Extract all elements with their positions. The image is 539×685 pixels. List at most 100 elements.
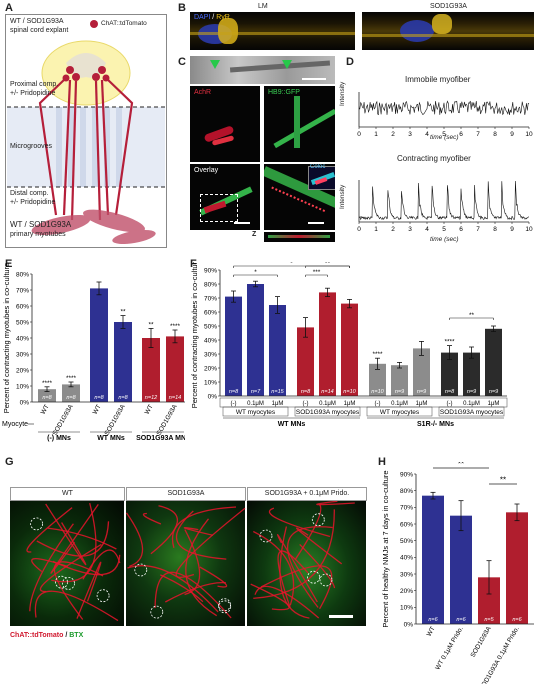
axon-path <box>76 561 102 619</box>
axon-path <box>142 512 162 525</box>
x-category-label: 1μM <box>416 401 428 407</box>
panel-label-c: C <box>178 56 186 68</box>
significance-label: **** <box>372 351 383 358</box>
n-label: n=8 <box>42 395 52 401</box>
micrograph-b-sod <box>362 12 534 50</box>
axon-path <box>184 529 201 596</box>
trace-tick-label: 6 <box>459 226 463 233</box>
panel-label-e: E <box>5 258 13 270</box>
axon-path <box>53 561 104 620</box>
y-tick-label: 80% <box>204 281 217 288</box>
myotube-subtitle: primary myotubes <box>10 231 66 238</box>
myocyte-label: Myocyte <box>2 421 28 428</box>
micrograph-g-sod-prido <box>247 501 366 626</box>
x-category-label: (-) <box>303 401 309 407</box>
y-tick-label: 0% <box>208 393 218 400</box>
chart-e: 0% 10% 20% 30% 40% 50% 60% 70% 80% Percent of con… <box>2 263 185 442</box>
bar <box>247 284 264 396</box>
y-tick-label: 40% <box>400 555 413 562</box>
trace-tick-label: 9 <box>510 226 514 233</box>
axon-path <box>39 543 102 593</box>
axon-path <box>253 509 335 599</box>
hb9-label: HB9::GFP <box>268 89 300 96</box>
y-tick-label: 50% <box>400 538 413 545</box>
y-tick-label: 30% <box>400 571 413 578</box>
trace-tick-label: 8 <box>493 131 497 138</box>
bar <box>225 296 242 396</box>
axon-path <box>50 504 99 574</box>
y-tick-label: 0% <box>20 399 30 406</box>
y-tick-label: 70% <box>204 295 217 302</box>
significance-label: **** <box>42 380 53 387</box>
axon-path <box>82 549 121 580</box>
panel-label-d: D <box>346 56 354 68</box>
y-tick-label: 30% <box>16 351 29 358</box>
bar <box>463 352 480 396</box>
n-label: n=9 <box>467 389 476 395</box>
significance-label: ** <box>148 321 154 328</box>
schematic-drawing <box>7 20 165 245</box>
group-label: (-) MNs <box>47 435 71 442</box>
axon-overlay <box>26 501 355 622</box>
ryr-label: RyR <box>216 14 230 21</box>
panel-label-g: G <box>5 456 14 468</box>
overlay-label: Overlay <box>194 167 219 174</box>
x-category-label: WT <box>92 403 103 415</box>
axon-path <box>183 527 214 536</box>
x-category-label: (-) <box>447 401 453 407</box>
bar <box>413 348 430 396</box>
y-tick-label: 80% <box>16 271 29 278</box>
n-label: n=8 <box>94 395 104 401</box>
trace-tick-label: 4 <box>425 226 429 233</box>
axon-path <box>47 527 117 550</box>
y-tick-label: 40% <box>16 335 29 342</box>
bracket-label: ** <box>500 476 506 485</box>
micrograph-c-hb9: HB9::GFP <box>264 86 335 162</box>
trace-tick-label: 1 <box>374 226 378 233</box>
g-title-sod-prido: SOD1G93A + 0.1μM Prido. <box>247 487 367 501</box>
y-tick-label: 90% <box>204 267 217 274</box>
y-axis-label: Percent of contracting myotubes in co-cu… <box>190 262 199 408</box>
axon-path <box>253 530 295 606</box>
trace-tick-label: 6 <box>459 131 463 138</box>
panel-label-h: H <box>378 456 386 468</box>
g-caption-sep: / <box>63 632 70 639</box>
myocyte-group-label: SOD1G93A myocytes <box>296 409 360 416</box>
immobile-xlabel: time (sec) <box>430 134 459 141</box>
axon-path <box>250 583 290 611</box>
myocyte-group-label: WT myocytes <box>236 409 276 416</box>
contracting-trace <box>358 180 529 221</box>
axon-path <box>175 510 227 560</box>
bar <box>369 363 386 396</box>
bracket-label: ** <box>325 262 331 267</box>
x-category-label: (-) <box>375 401 381 407</box>
trace-tick-label: 0 <box>357 226 361 233</box>
significance-label: **** <box>444 339 455 346</box>
y-tick-label: 10% <box>204 379 217 386</box>
bar <box>450 515 472 624</box>
distal-sublabel: +/- Pridopidine <box>10 199 56 206</box>
x-category-label: SOD1G93A <box>470 625 494 659</box>
nmj-circle <box>311 513 325 527</box>
trace-tick-label: 5 <box>442 226 446 233</box>
category-row-box <box>219 397 508 408</box>
y-tick-label: 60% <box>204 309 217 316</box>
y-tick-label: 90% <box>400 471 413 478</box>
nmj-circle <box>259 529 273 543</box>
x-category-label: SOD1G93A <box>156 403 180 437</box>
axon-path <box>254 585 320 619</box>
bar <box>506 512 528 624</box>
bar <box>341 303 358 396</box>
n-label: n=8 <box>66 395 76 401</box>
axon-path <box>171 506 237 548</box>
bar <box>422 495 444 624</box>
x-category-label: SOD1G93A <box>52 403 76 437</box>
myocyte-group-box <box>294 406 361 417</box>
axon-path <box>34 590 119 622</box>
micrograph-g-wt <box>10 501 124 626</box>
y-tick-label: 50% <box>204 323 217 330</box>
x-category-label: WT <box>426 625 437 637</box>
group-label: SOD1G93A MNs <box>136 435 185 442</box>
myocyte-group-box <box>366 406 433 417</box>
trace-plots: 0 1 2 3 4 5 6 7 8 9 10 0 1 2 3 4 5 6 7 8 9 10 <box>357 92 533 233</box>
